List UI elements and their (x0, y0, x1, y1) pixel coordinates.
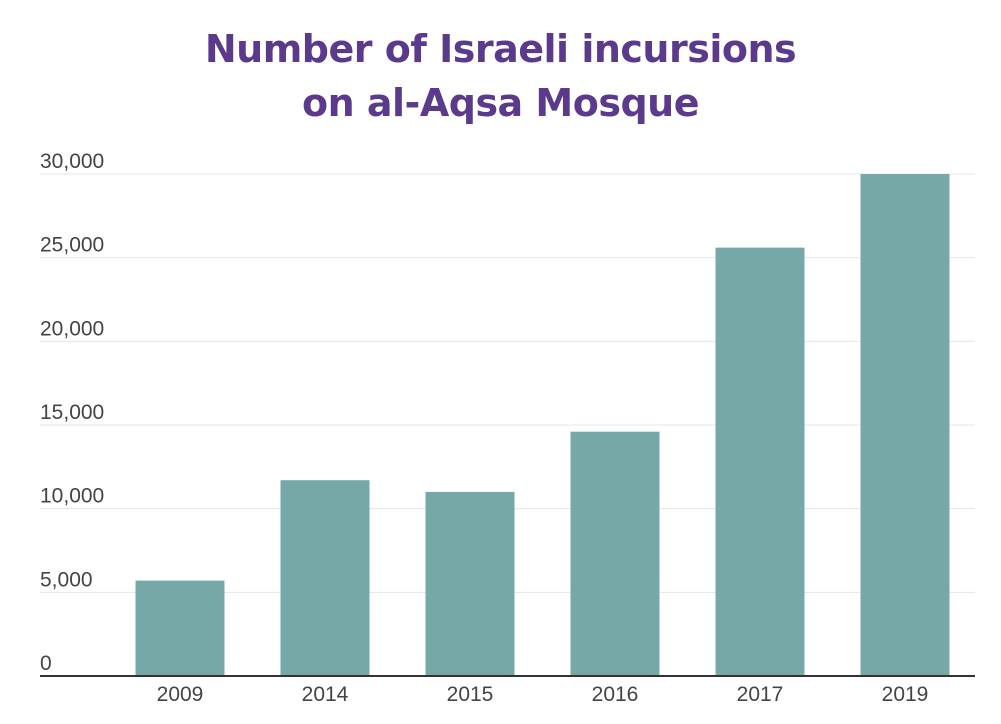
bar-2016 (570, 431, 660, 676)
x-axis-labels: 2009 2014 2015 2016 2017 2019 (157, 683, 929, 706)
bar-2014 (280, 480, 370, 676)
bar-2009 (135, 580, 225, 676)
x-tick-label: 2019 (882, 683, 929, 706)
x-tick-label: 2016 (592, 683, 639, 706)
y-tick-label: 25,000 (40, 234, 104, 257)
x-tick-label: 2009 (157, 683, 204, 706)
chart-title: Number of Israeli incursions on al-Aqsa … (0, 22, 1001, 130)
y-tick-label: 20,000 (40, 317, 104, 340)
bars (135, 174, 950, 677)
y-tick-label: 5,000 (40, 568, 93, 591)
x-tick-label: 2017 (737, 683, 784, 706)
y-tick-label: 15,000 (40, 401, 104, 424)
x-tick-label: 2015 (447, 683, 494, 706)
bar-2017 (715, 247, 805, 677)
y-tick-label: 10,000 (40, 485, 104, 508)
y-tick-label: 30,000 (40, 150, 104, 173)
bar-2015 (425, 491, 515, 676)
x-tick-label: 2014 (302, 683, 349, 706)
chart-title-line-2: on al-Aqsa Mosque (302, 81, 700, 125)
y-tick-label: 0 (40, 652, 52, 675)
y-axis-labels: 0 5,000 10,000 15,000 20,000 25,000 30,000 (40, 150, 104, 675)
bar-2019 (860, 174, 950, 676)
chart-title-line-1: Number of Israeli incursions (204, 27, 797, 71)
